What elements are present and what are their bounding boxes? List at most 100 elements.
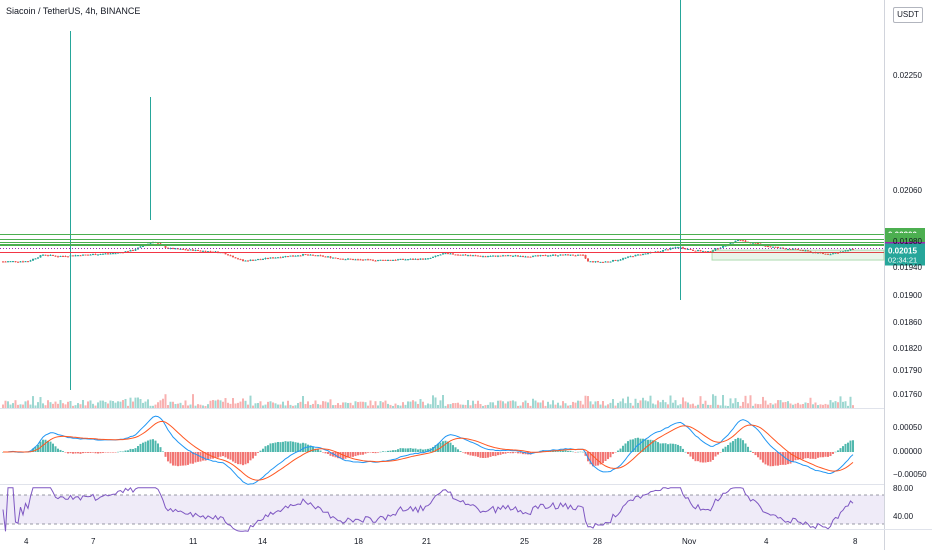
- macd-bar: [674, 444, 677, 452]
- candle-body: [484, 256, 487, 258]
- candle-body: [639, 254, 642, 256]
- macd-bar: [119, 451, 122, 452]
- candle-body: [124, 251, 127, 253]
- candle-body: [479, 255, 482, 257]
- volume-bar: [37, 402, 39, 408]
- candle-body: [292, 255, 294, 257]
- candle-body: [467, 255, 469, 257]
- volume-bar: [717, 404, 719, 408]
- volume-bar: [774, 403, 777, 408]
- volume-bar: [669, 395, 672, 408]
- candles: [2, 239, 854, 263]
- volume-bar: [562, 401, 564, 408]
- macd-bar: [407, 448, 409, 452]
- candle-body: [352, 259, 354, 261]
- volume-bar: [249, 395, 252, 408]
- volume-bar: [54, 401, 57, 408]
- volume-bar: [92, 403, 94, 408]
- volume-bar: [702, 403, 704, 408]
- volume-bar: [642, 397, 644, 408]
- volume-bar: [464, 404, 467, 408]
- macd-bar: [732, 441, 734, 452]
- volume-bar: [449, 404, 452, 408]
- volume-bar: [234, 403, 237, 408]
- candle-body: [269, 257, 272, 259]
- macd-bar: [682, 448, 684, 452]
- candle-body: [262, 258, 264, 260]
- currency-button[interactable]: USDT: [893, 7, 923, 23]
- volume-bar: [274, 403, 277, 408]
- volume-bar: [582, 404, 584, 408]
- macd-bar: [312, 446, 314, 452]
- candle-body: [419, 258, 422, 260]
- volume-bar: [747, 403, 749, 408]
- macd-bar: [572, 451, 574, 453]
- candle-body: [362, 259, 364, 261]
- macd-bar: [322, 452, 324, 453]
- candle-body: [707, 251, 709, 253]
- macd-bar: [402, 448, 404, 452]
- macd-bar: [214, 452, 217, 458]
- macd-bar: [454, 447, 457, 452]
- candle-body: [312, 254, 314, 256]
- volume-bar: [517, 405, 519, 408]
- volume-bar: [107, 403, 109, 408]
- volume-bar: [142, 402, 144, 408]
- candle-body: [837, 252, 839, 254]
- volume-bar: [377, 405, 379, 408]
- candle-body: [559, 254, 562, 256]
- macd-bar: [612, 452, 614, 454]
- time-tick-label: 18: [354, 537, 363, 546]
- price-tick-label: 0.01790: [893, 366, 922, 375]
- volume-bar: [329, 399, 332, 408]
- candle-body: [699, 250, 702, 252]
- time-tick-label: 8: [853, 537, 858, 546]
- volume-bar: [289, 404, 292, 408]
- macd-bar: [132, 449, 134, 452]
- macd-bar: [357, 452, 359, 456]
- macd-bar: [557, 451, 559, 452]
- macd-bar: [614, 452, 617, 453]
- macd-bar: [459, 451, 462, 452]
- volume-bar: [767, 404, 769, 408]
- volume-bar: [844, 401, 847, 408]
- volume-bar: [534, 400, 537, 408]
- volume-bar: [852, 405, 854, 408]
- volume-bar: [807, 403, 809, 408]
- volume-bar: [242, 398, 244, 408]
- macd-bar: [814, 452, 817, 460]
- volume-bar: [22, 404, 24, 408]
- candle-body: [614, 259, 617, 261]
- volume-bar: [447, 404, 449, 408]
- candle-body: [67, 256, 69, 258]
- candle-body: [434, 255, 437, 257]
- macd-bar: [617, 450, 619, 452]
- macd-bar: [227, 452, 229, 459]
- macd-bar: [742, 440, 744, 452]
- candle-body: [174, 248, 177, 250]
- volume-bar: [164, 394, 167, 408]
- macd-bar: [469, 452, 472, 456]
- macd-bar: [254, 452, 257, 456]
- volume-bar: [479, 404, 482, 408]
- time-tick-label: Nov: [682, 537, 696, 546]
- candle-body: [47, 255, 49, 257]
- volume-bar: [802, 404, 804, 408]
- macd-bar: [627, 441, 629, 452]
- candle-body: [537, 255, 539, 257]
- candle-body: [62, 256, 64, 258]
- volume-bar: [367, 405, 369, 408]
- price-tick-label: 0.01860: [893, 318, 922, 327]
- macd-bar: [592, 452, 594, 467]
- macd-bar: [684, 451, 687, 453]
- volume-bar: [62, 403, 64, 408]
- macd-bar: [447, 441, 449, 452]
- candle-body: [492, 255, 494, 257]
- candle-body: [539, 255, 542, 257]
- volume-bar: [324, 401, 327, 408]
- volume-bar: [397, 405, 399, 408]
- candle-body: [92, 254, 94, 256]
- volume-bar: [294, 405, 297, 408]
- volume-bar: [707, 404, 709, 408]
